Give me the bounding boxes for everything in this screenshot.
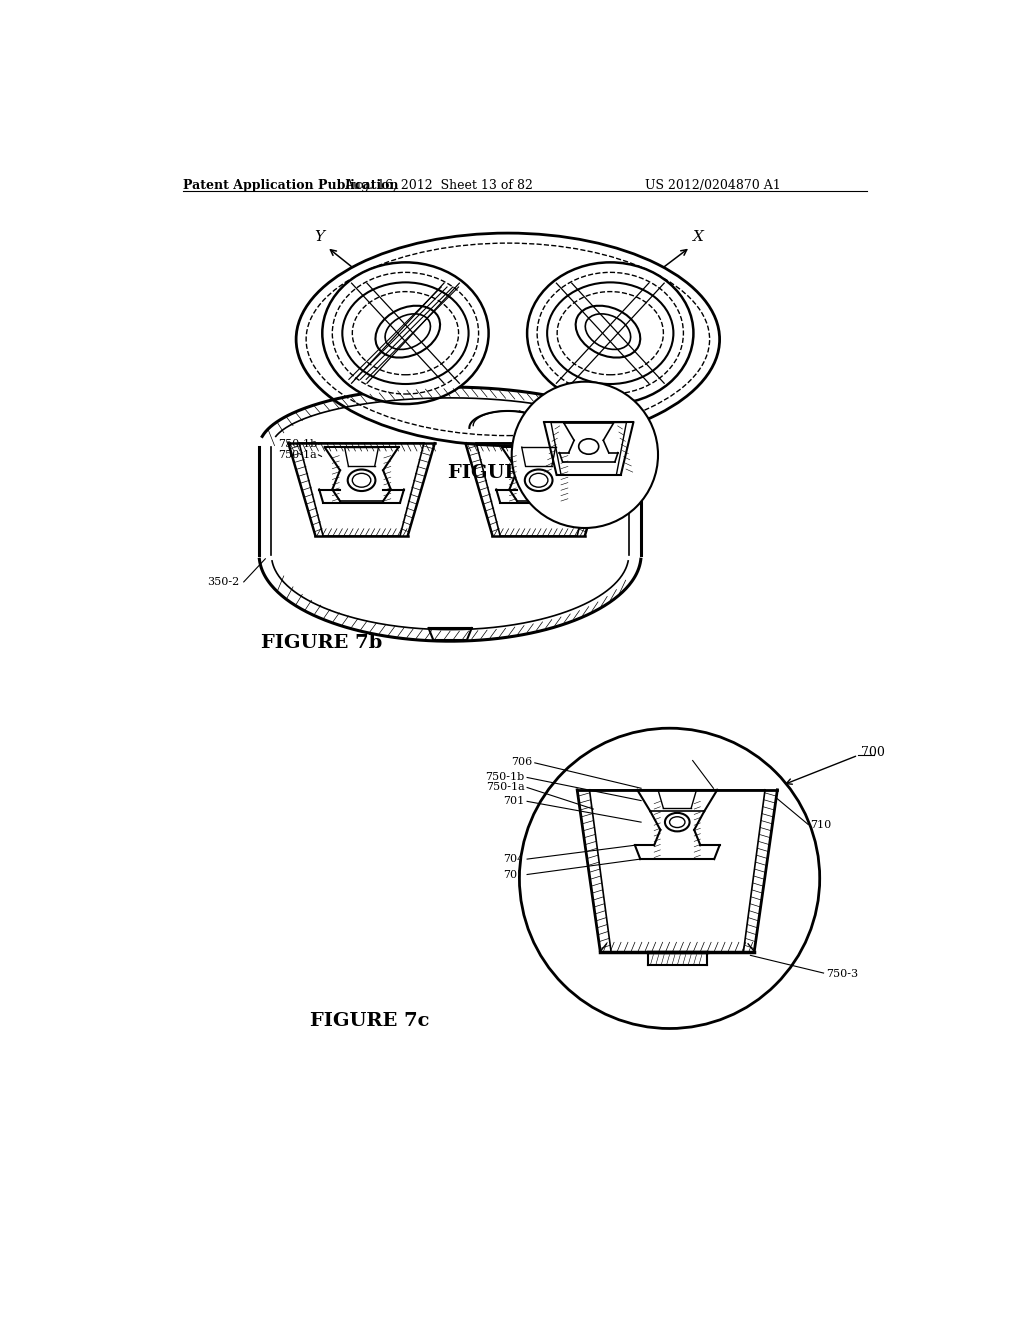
Text: 750-1b: 750-1b [279, 440, 317, 449]
Text: 750-1b: 750-1b [485, 772, 524, 781]
Text: Aug. 16, 2012  Sheet 13 of 82: Aug. 16, 2012 Sheet 13 of 82 [344, 180, 534, 193]
Text: 706: 706 [511, 758, 532, 767]
Text: 707: 707 [694, 755, 716, 764]
Text: 700: 700 [860, 746, 885, 759]
Text: 705: 705 [504, 870, 524, 879]
Text: 701: 701 [504, 796, 524, 805]
Text: FIGURE 7a: FIGURE 7a [447, 463, 568, 482]
Text: 704: 704 [504, 854, 524, 865]
Text: FIGURE 7c: FIGURE 7c [309, 1012, 429, 1030]
Ellipse shape [323, 263, 488, 404]
Circle shape [512, 381, 658, 528]
Ellipse shape [527, 263, 693, 404]
Text: FIGURE 7b: FIGURE 7b [261, 635, 382, 652]
Ellipse shape [296, 234, 720, 446]
Text: X: X [692, 230, 703, 244]
Text: 700: 700 [553, 401, 577, 414]
Circle shape [519, 729, 819, 1028]
Text: Patent Application Publication: Patent Application Publication [183, 180, 398, 193]
Text: US 2012/0204870 A1: US 2012/0204870 A1 [645, 180, 780, 193]
Text: 350-2: 350-2 [208, 577, 240, 587]
Text: 750-3: 750-3 [826, 969, 858, 979]
Text: Y: Y [314, 230, 325, 244]
Text: 750-1a: 750-1a [486, 781, 524, 792]
Text: 750-1a: 750-1a [279, 450, 317, 459]
Text: 710: 710 [810, 820, 831, 830]
